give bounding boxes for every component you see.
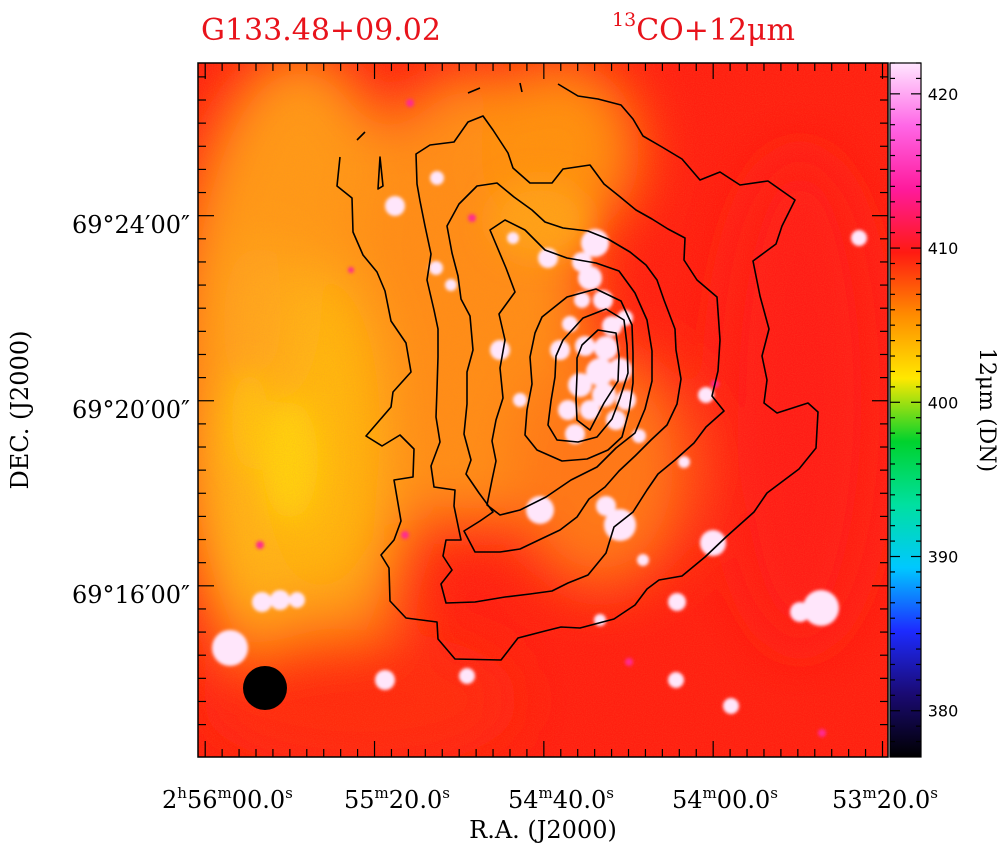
point-source-29 bbox=[513, 393, 527, 407]
point-source-16 bbox=[608, 358, 632, 382]
x-tick-label-1: 55m20.0s bbox=[344, 784, 450, 814]
point-source-2 bbox=[270, 590, 290, 610]
x-tick-labels: 2h56m00.0s 55m20.0s 54m40.0s 54m00.0s 53… bbox=[162, 784, 938, 814]
faint-source-6 bbox=[818, 729, 826, 737]
faint-source-1 bbox=[468, 214, 476, 222]
colorbar-ticks bbox=[890, 62, 921, 743]
point-source-32 bbox=[668, 593, 686, 611]
y-axis-ticks bbox=[198, 76, 888, 726]
x-tick-label-3: 54m00.0s bbox=[672, 784, 778, 814]
point-source-3 bbox=[289, 592, 305, 608]
contour-level-2 bbox=[377, 156, 384, 190]
point-source-23 bbox=[606, 410, 626, 430]
point-source-28 bbox=[490, 340, 510, 360]
y-axis-label: DEC. (J2000) bbox=[6, 331, 34, 490]
point-source-33 bbox=[803, 590, 839, 626]
y-tick-label-0: 69°24′00″ bbox=[72, 211, 190, 239]
point-source-19 bbox=[592, 383, 616, 407]
point-source-0 bbox=[212, 630, 248, 666]
faint-source-0 bbox=[406, 99, 414, 107]
contour-level-4 bbox=[446, 182, 682, 553]
point-source-1 bbox=[252, 592, 272, 612]
colorbar-tick-label-4: 380 bbox=[928, 702, 959, 721]
point-source-31 bbox=[698, 387, 714, 403]
point-source-6 bbox=[429, 261, 443, 275]
faint-source-4 bbox=[256, 541, 264, 549]
subtitle-isotope: 13 bbox=[612, 9, 636, 31]
point-source-41 bbox=[507, 232, 519, 244]
colorbar-tick-label-1: 410 bbox=[928, 239, 959, 258]
point-source-11 bbox=[578, 266, 602, 290]
point-source-39 bbox=[723, 698, 739, 714]
colorbar-scale bbox=[889, 62, 922, 758]
point-source-21 bbox=[580, 400, 600, 420]
point-source-47 bbox=[574, 292, 590, 308]
point-source-14 bbox=[550, 340, 570, 360]
point-source-22 bbox=[558, 400, 578, 420]
point-source-37 bbox=[459, 668, 475, 684]
point-source-5 bbox=[430, 171, 444, 185]
y-tick-label-2: 69°16′00″ bbox=[72, 581, 190, 609]
plot-frame bbox=[197, 62, 889, 758]
x-tick-label-4: 53m20.0s bbox=[832, 784, 938, 814]
faint-source-2 bbox=[348, 267, 354, 273]
chart-subtitle: 13CO+12μm bbox=[612, 9, 795, 48]
contour-level-6 bbox=[524, 288, 634, 462]
beam-marker bbox=[243, 666, 287, 710]
point-source-38 bbox=[668, 672, 684, 688]
colorbar-tick-label-0: 420 bbox=[928, 85, 959, 104]
point-source-17 bbox=[586, 358, 614, 386]
point-source-7 bbox=[445, 279, 457, 291]
contour-level-1 bbox=[336, 82, 819, 661]
co-contours bbox=[336, 82, 819, 661]
colorbar-label: 12μm (DN) bbox=[974, 348, 999, 472]
contour-level-7 bbox=[547, 308, 629, 443]
contour-level-8 bbox=[575, 329, 620, 431]
point-source-24 bbox=[565, 424, 585, 444]
point-source-43 bbox=[678, 456, 690, 468]
colorbar-tick-label-2: 400 bbox=[928, 393, 959, 412]
colorbar: 420 410 400 390 380 12μm (DN) bbox=[889, 62, 999, 758]
point-source-4 bbox=[385, 196, 405, 216]
subtitle-main: CO+12μm bbox=[636, 13, 795, 48]
faint-source-3 bbox=[401, 531, 409, 539]
faint-source-7 bbox=[625, 658, 633, 666]
point-source-44 bbox=[637, 554, 649, 566]
point-source-13 bbox=[575, 336, 595, 356]
point-source-34 bbox=[790, 602, 810, 622]
point-source-42 bbox=[632, 429, 646, 443]
y-tick-labels: 69°24′00″ 69°20′00″ 69°16′00″ bbox=[72, 211, 190, 609]
point-source-18 bbox=[568, 373, 592, 397]
point-source-36 bbox=[375, 670, 395, 690]
chart-title: G133.48+09.02 bbox=[201, 13, 441, 48]
x-tick-label-2: 54m40.0s bbox=[508, 784, 614, 814]
point-source-46 bbox=[562, 316, 578, 332]
point-source-30 bbox=[700, 530, 726, 556]
point-source-27 bbox=[596, 496, 616, 516]
intensity-map bbox=[198, 63, 888, 757]
x-tick-label-0: 2h56m00.0s bbox=[162, 784, 293, 814]
point-source-35 bbox=[851, 230, 867, 246]
x-axis-label: R.A. (J2000) bbox=[469, 816, 617, 844]
colorbar-tick-labels: 420 410 400 390 380 bbox=[928, 85, 959, 721]
colorbar-tick-label-3: 390 bbox=[928, 548, 959, 567]
contour-level-5 bbox=[486, 219, 653, 516]
contour-level-3 bbox=[415, 115, 725, 604]
point-source-15 bbox=[594, 336, 618, 360]
y-tick-label-1: 69°20′00″ bbox=[72, 396, 190, 424]
